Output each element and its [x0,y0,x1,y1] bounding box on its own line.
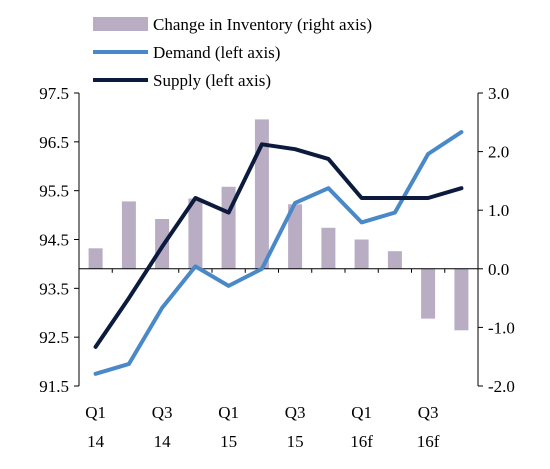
inventory-bar [454,268,469,331]
x-tick-label: Q3 [418,403,439,422]
legend-label: Supply (left axis) [153,71,271,90]
x-tick-label: Q3 [285,403,306,422]
series-lines [93,130,464,376]
left-tick-label: 92.5 [39,328,69,347]
left-tick-label: 91.5 [39,377,69,396]
inventory-bar [354,239,369,269]
right-tick-label: -1.0 [488,318,515,337]
inventory-bar [254,119,269,269]
inventory-bar [421,268,436,319]
inventory-bar [121,201,136,269]
x-tick-label: 16f [417,432,440,451]
left-tick-label: 97.5 [39,84,69,103]
demand-line [93,130,464,376]
left-tick-label: 96.5 [39,133,69,152]
x-tick-label: 15 [220,432,237,451]
left-tick-label: 94.5 [39,231,69,250]
right-tick-label: 0.0 [488,260,509,279]
tick-labels: 91.5 92.5 93.5 94.5 95.5 96.5 97.5 -2.0 -1.0 0.0 1… [39,84,515,451]
x-tick-label: 16f [350,432,373,451]
x-tick-label: Q1 [218,403,239,422]
x-tick-label: 14 [87,432,105,451]
right-tick-label: 3.0 [488,84,509,103]
x-tick-label: Q3 [152,403,173,422]
left-tick-label: 93.5 [39,279,69,298]
right-tick-label: 1.0 [488,201,509,220]
left-tick-label: 95.5 [39,182,69,201]
supply-line [93,142,464,349]
legend-label: Change in Inventory (right axis) [153,15,372,34]
legend: Change in Inventory (right axis) Demand (… [93,15,372,90]
inventory-bar [387,251,402,269]
inventory-bar [321,227,336,269]
inventory-bars [88,119,469,331]
x-tick-label: Q1 [85,403,106,422]
legend-swatch-inventory [93,17,148,31]
right-tick-label: -2.0 [488,377,515,396]
x-tick-label: 14 [154,432,172,451]
x-tick-label: 15 [287,432,304,451]
inventory-bar [88,248,103,269]
right-tick-label: 2.0 [488,143,509,162]
inventory-bar [288,204,303,269]
inventory-bar [188,198,203,269]
x-tick-label: Q1 [351,403,372,422]
legend-label: Demand (left axis) [153,43,280,62]
